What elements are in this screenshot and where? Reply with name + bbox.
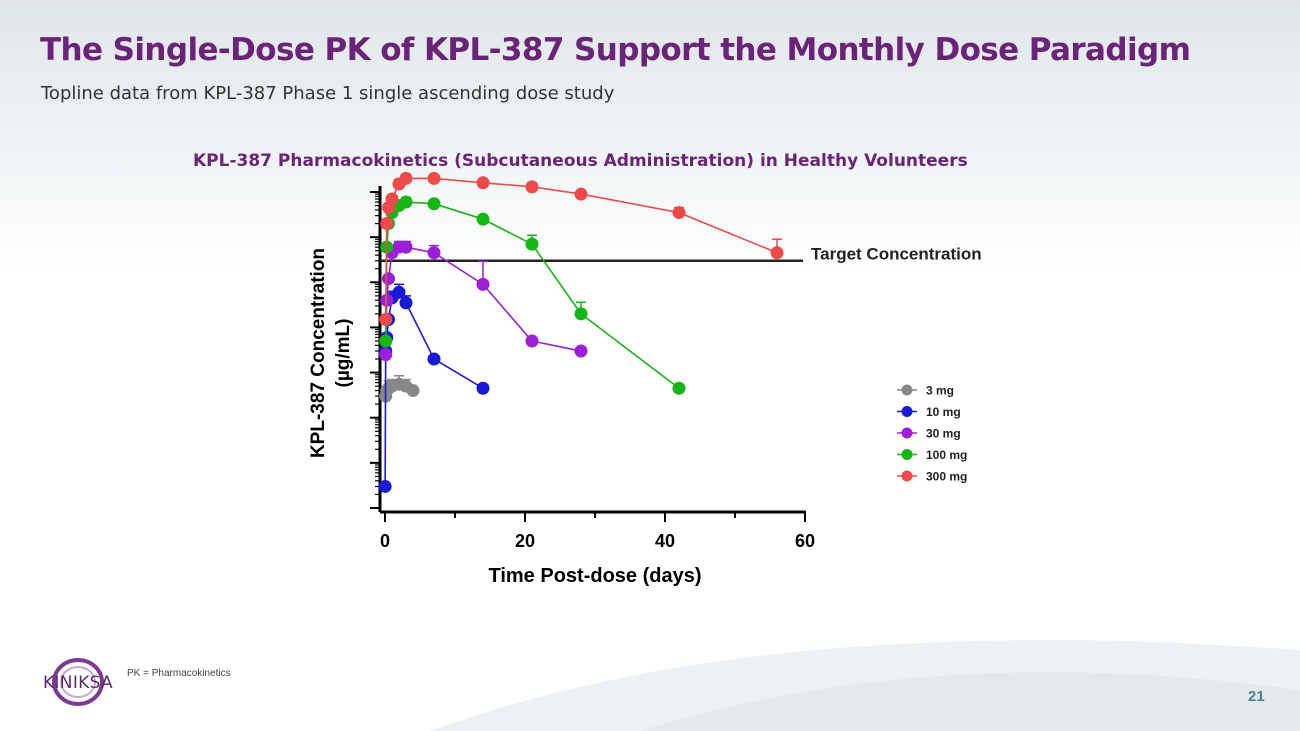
data-point-300mg [672,206,686,220]
data-point-100mg [427,197,441,211]
y-axis-label-line1: KPL-387 Concentration [308,248,329,458]
data-point-100mg [574,307,588,321]
data-point-100mg [476,212,490,226]
legend-marker [901,384,913,396]
series-3mg [379,375,420,403]
legend-label: 30 mg [926,427,961,441]
data-point-30mg [399,240,413,254]
data-point-10mg [392,285,406,299]
data-point-30mg [379,348,393,362]
data-point-10mg [378,479,392,493]
target-concentration-label: Target Concentration [811,245,982,264]
swoosh-shape-front [640,672,1300,731]
data-point-100mg [399,195,413,209]
x-tick-label: 40 [655,531,675,551]
data-point-30mg [382,272,395,286]
chart-axes: 0 20 40 60 Time Post-dose (days) KPL-387 Conc… [308,186,815,587]
chart-plot-area: Target Concentration [378,171,982,493]
data-point-100mg [525,237,539,251]
data-point-100mg [672,381,686,395]
legend-label: 10 mg [926,405,961,419]
data-point-3mg [406,384,420,398]
data-point-300mg [379,312,393,326]
legend-label: 300 mg [926,470,967,484]
kiniksa-logo: KINIKSA [38,656,118,708]
chart-legend: 3 mg 10 mg 30 mg 100 mg 300 mg [897,384,967,484]
chart-heading: KPL-387 Pharmacokinetics (Subcutaneous A… [193,151,968,171]
series-10mg [378,283,490,493]
logo-text: KINIKSA [43,673,113,693]
data-point-300mg [380,217,394,231]
data-point-100mg [379,334,393,348]
x-tick-label: 20 [515,531,535,551]
legend-marker [901,427,913,439]
legend-label: 100 mg [926,448,967,462]
data-point-30mg [574,344,588,358]
footnote: PK = Pharmacokinetics [127,668,231,679]
data-point-300mg [574,187,588,201]
logo-ring-icon [52,658,104,706]
data-point-300mg [385,192,399,206]
x-tick-label: 0 [380,531,390,551]
data-point-300mg [525,180,539,194]
page-number: 21 [1248,688,1265,705]
background-swoosh [430,640,1300,731]
data-point-300mg [476,176,490,190]
data-point-30mg [427,246,441,260]
legend-marker [901,406,913,417]
legend-label: 3 mg [926,384,954,398]
y-axis-label-line2: (µg/mL) [333,319,354,388]
data-point-30mg [525,334,539,348]
legend-marker [901,470,913,482]
x-axis-label: Time Post-dose (days) [488,565,701,587]
data-point-300mg [427,171,441,185]
legend-marker [901,449,913,460]
data-point-300mg [770,246,784,260]
slide-title: The Single-Dose PK of KPL-387 Support th… [40,32,1191,68]
data-point-30mg [476,277,490,291]
slide-subtitle: Topline data from KPL-387 Phase 1 single… [41,83,615,104]
x-tick-label: 60 [795,531,815,551]
data-point-300mg [399,171,413,185]
series-300mg [379,171,784,326]
data-point-10mg [427,352,441,366]
series-100mg [379,195,686,395]
data-point-10mg [476,381,490,395]
data-point-10mg [399,296,413,310]
